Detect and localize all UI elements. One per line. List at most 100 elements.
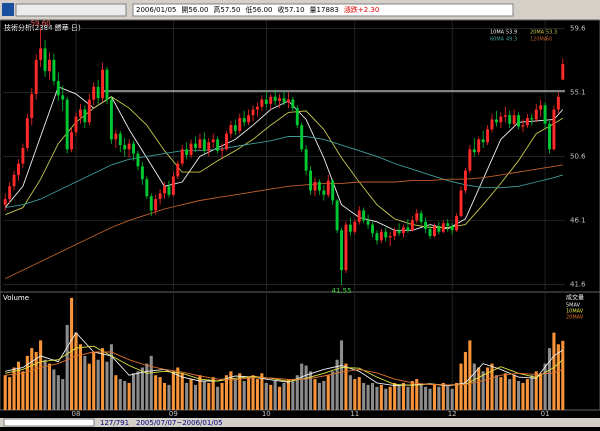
candle-body: [402, 227, 405, 234]
volume-bar: [207, 382, 211, 410]
candle-body: [211, 139, 215, 143]
volume-bar: [3, 375, 7, 410]
volume-bar: [401, 382, 406, 410]
volume-bar: [278, 386, 282, 410]
candle-body: [96, 86, 100, 99]
candle-body: [176, 163, 180, 177]
candle-body: [406, 227, 410, 231]
volume-bar: [463, 352, 467, 410]
volume-bar: [357, 377, 361, 410]
volume-legend-name: 5MAV: [566, 303, 581, 309]
candle-body: [512, 115, 516, 124]
candle-body: [353, 221, 357, 232]
volume-bar: [317, 382, 321, 410]
candle-body: [70, 132, 74, 150]
volume-bar: [304, 365, 308, 410]
candle-body: [61, 95, 65, 100]
volume-bar: [561, 340, 565, 410]
volume-bar: [446, 386, 450, 410]
legend-name: 20MA: [530, 30, 545, 36]
legend-value: 53.3: [546, 30, 557, 36]
window-title: 技術分析(2384 勝華 日): [4, 23, 81, 32]
status-item: 高57.50: [213, 5, 240, 14]
candle-body: [92, 86, 96, 100]
candle-body: [145, 179, 149, 197]
volume-bar: [556, 344, 560, 410]
x-tick-label: 12: [448, 410, 457, 418]
volume-bar: [534, 371, 538, 410]
candle-body: [87, 99, 91, 123]
x-tick-label: 09: [169, 410, 178, 418]
volume-bar: [158, 377, 162, 410]
y-tick-label: 55.1: [570, 88, 586, 96]
candle-body: [207, 142, 211, 151]
candle-body: [561, 64, 565, 80]
candle-body: [534, 109, 538, 120]
candle-body: [34, 59, 38, 94]
candle-body: [300, 125, 304, 150]
volume-bar: [300, 363, 304, 410]
candle-body: [74, 116, 78, 133]
volume-legend-name: 20MAV: [566, 315, 584, 321]
volume-bar: [114, 375, 118, 410]
candle-body: [340, 230, 343, 271]
toolbar-buttons[interactable]: [15, 3, 127, 17]
volume-title: Volume: [3, 294, 29, 302]
status-item: 量17883: [310, 6, 339, 14]
candle-body: [233, 125, 237, 131]
candle-body: [167, 186, 171, 195]
candle-body: [158, 193, 162, 200]
ma-line: [5, 136, 563, 209]
candle-body: [362, 210, 366, 221]
candle-body: [238, 118, 242, 131]
candle-body: [269, 96, 273, 104]
volume-bar: [309, 371, 313, 410]
volume-bar: [123, 381, 127, 410]
candle-body: [313, 182, 317, 191]
y-tick-label: 59.6: [570, 25, 586, 33]
candle-body: [437, 226, 441, 232]
candle-body: [490, 119, 494, 130]
candle-body: [220, 149, 224, 151]
volume-bar: [459, 363, 463, 410]
candle-body: [543, 105, 547, 124]
volume-bar: [428, 388, 432, 410]
volume-bar: [154, 375, 158, 410]
candle-body: [477, 139, 481, 153]
volume-bar: [273, 381, 277, 410]
volume-bar: [450, 388, 454, 410]
candle-body: [486, 129, 490, 143]
candle-body: [163, 186, 166, 194]
volume-bar: [269, 384, 273, 410]
candle-body: [468, 149, 472, 171]
candle-body: [344, 224, 348, 271]
candle-body: [12, 174, 16, 187]
annotation: 59.60: [31, 20, 51, 28]
count-text: 127/791: [100, 419, 129, 427]
volume-bar: [490, 363, 494, 410]
candle-body: [229, 125, 233, 134]
candle-body: [410, 220, 414, 231]
candle-body: [140, 166, 144, 180]
status-item: 收57.10: [278, 5, 305, 14]
scrollbar[interactable]: [3, 418, 95, 427]
candle-body: [419, 213, 423, 222]
candle-body: [331, 180, 335, 201]
candle-body: [424, 221, 428, 229]
volume-bar: [322, 381, 326, 410]
candle-body: [282, 98, 286, 103]
status-item: 低56.00: [245, 5, 272, 14]
volume-bar: [78, 344, 82, 410]
candle-body: [441, 223, 445, 232]
volume-ma-line: [5, 331, 564, 387]
candle-body: [3, 199, 7, 205]
candle-body: [198, 139, 202, 148]
volume-bar: [366, 384, 370, 410]
volume-bar: [525, 379, 529, 410]
volume-bar: [494, 375, 498, 410]
volume-bar: [70, 297, 74, 410]
volume-bar: [105, 361, 109, 410]
legend-name: 120MA: [530, 37, 548, 43]
candle-body: [52, 59, 56, 82]
candle-body: [21, 147, 25, 164]
